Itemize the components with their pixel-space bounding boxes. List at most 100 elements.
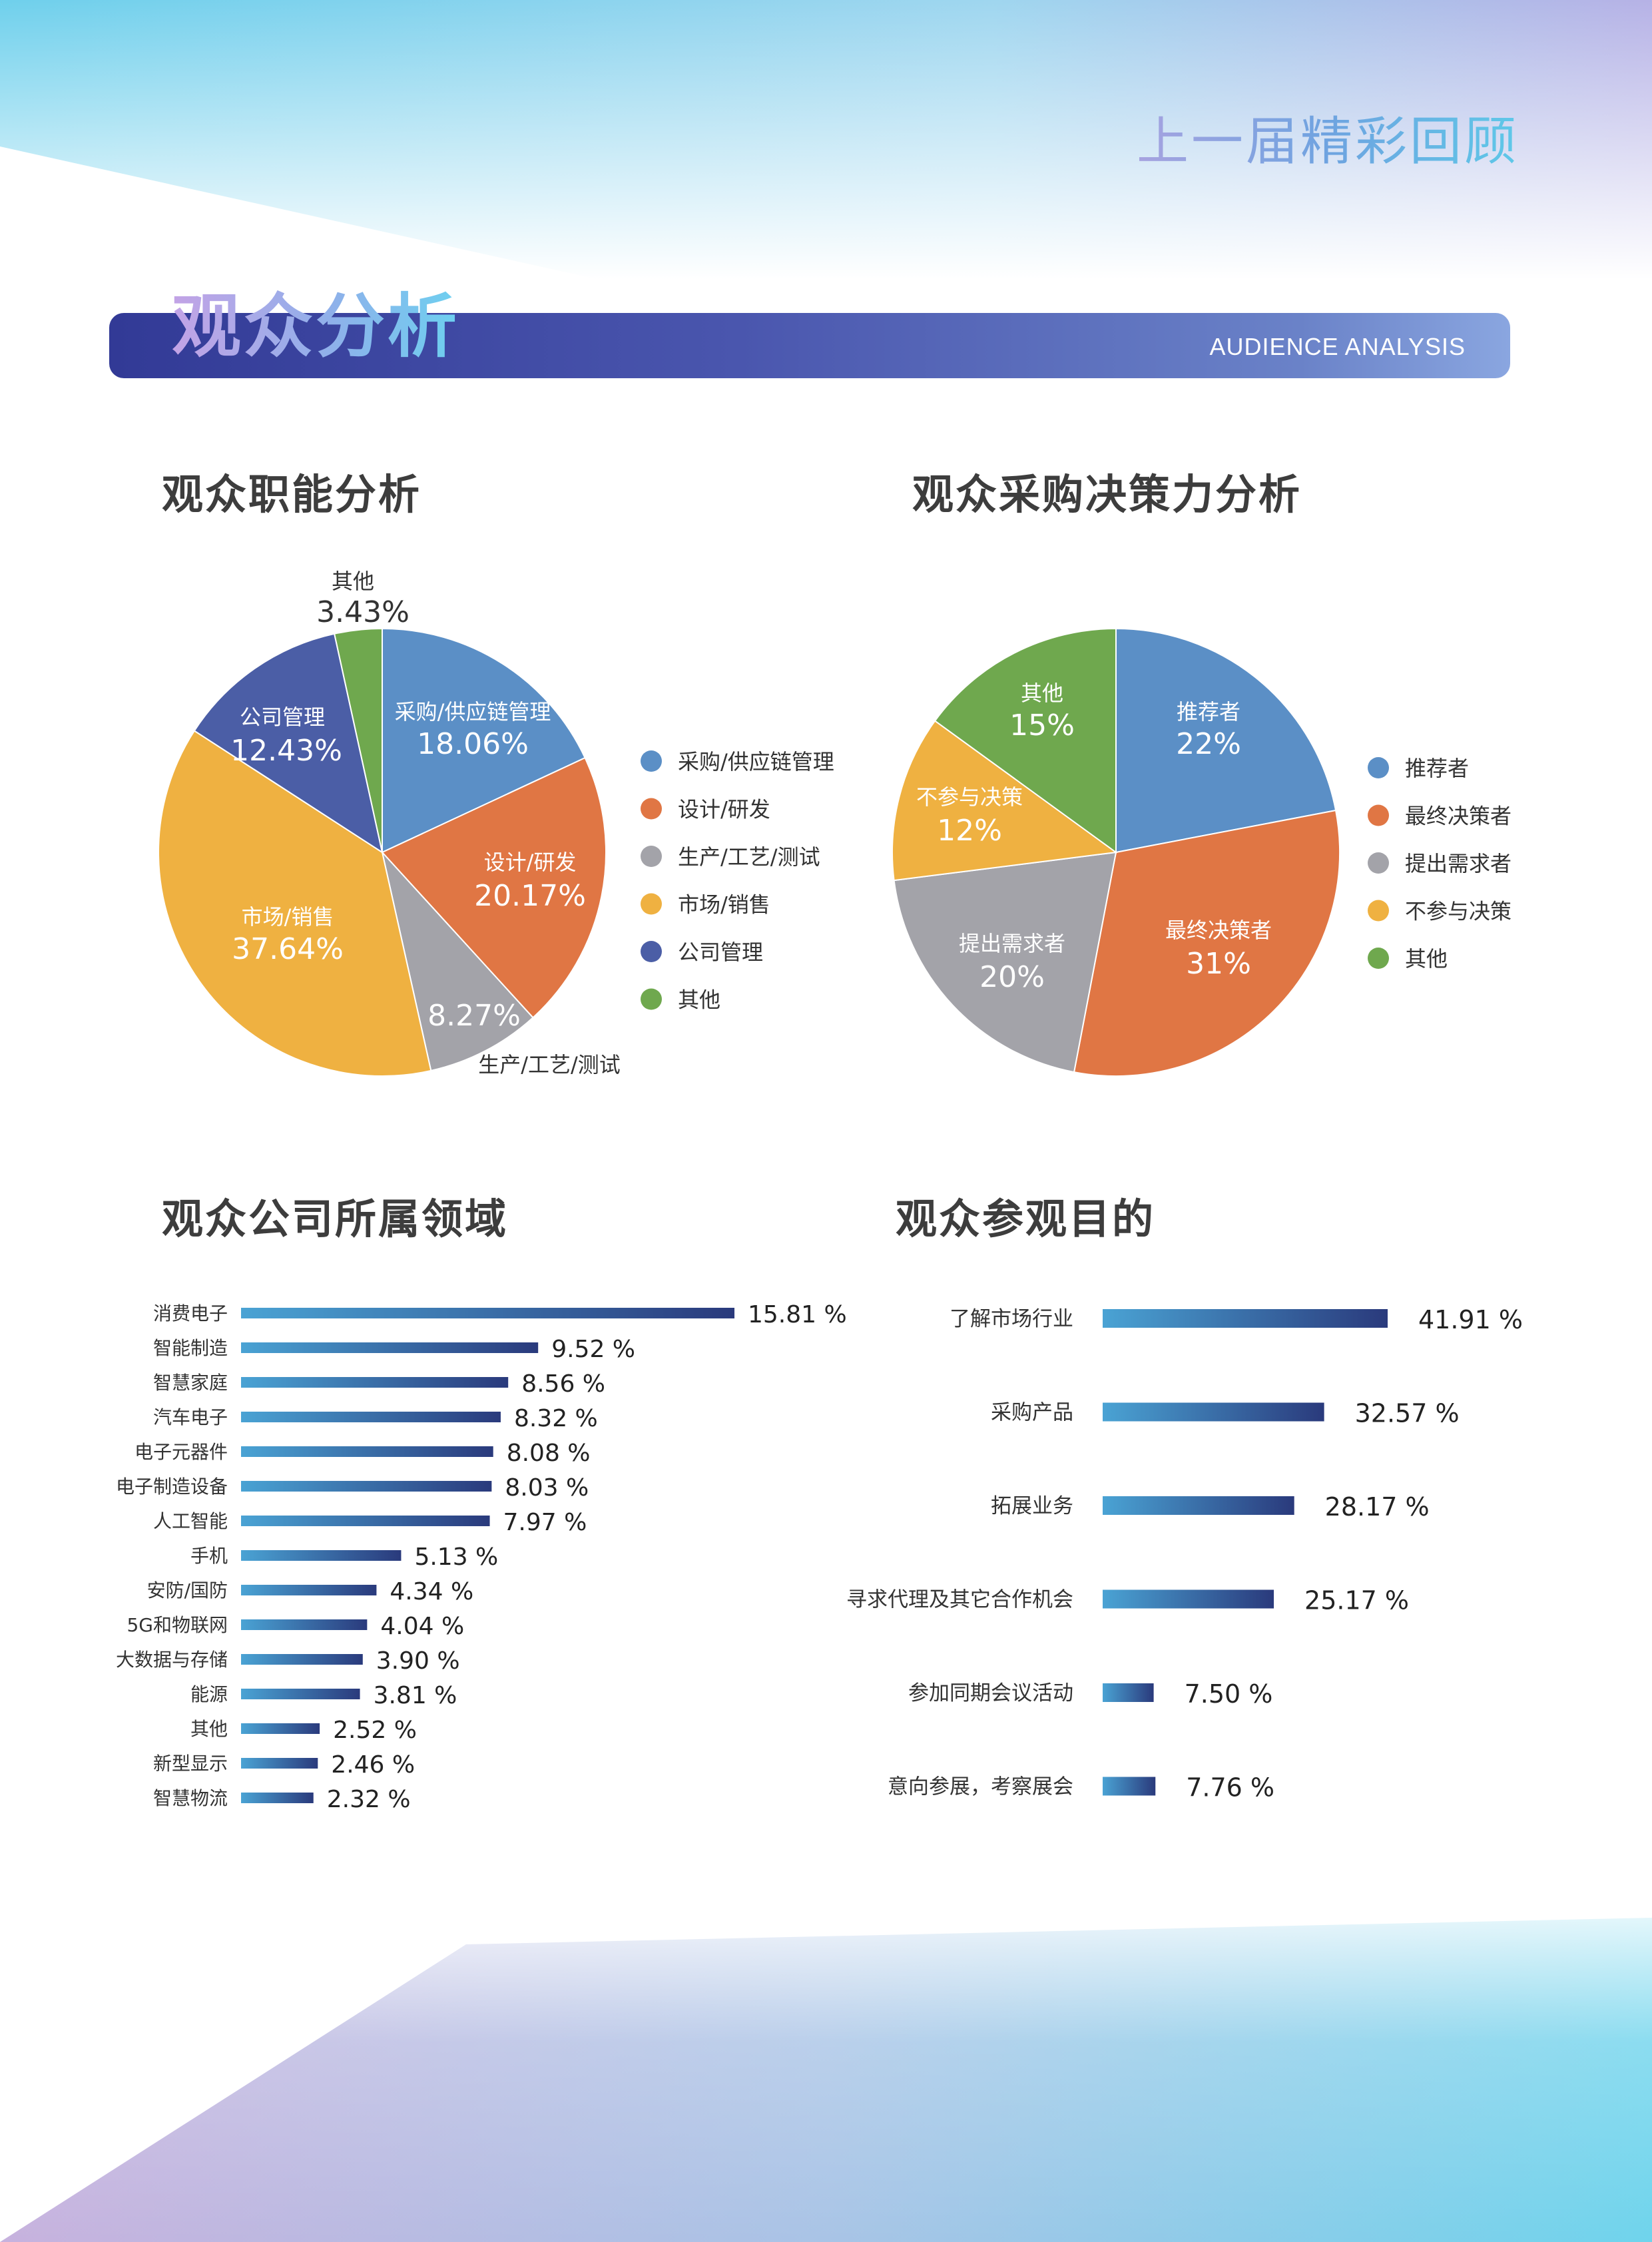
industry-category-13: 新型显示 [153,1753,228,1775]
function-pie-legend-label-2: 生产/工艺/测试 [678,844,820,870]
industry-bar-14 [241,1793,314,1803]
top-background [0,0,1652,280]
purpose-category-0: 了解市场行业 [950,1307,1073,1331]
function-chart-title: 观众职能分析 [162,470,422,519]
industry-bar-12 [241,1723,320,1734]
industry-value-2: 8.56 % [521,1370,605,1398]
industry-value-12: 2.52 % [333,1717,417,1744]
industry-bar-6 [241,1516,490,1526]
function-pie-legend-swatch-1 [641,798,662,820]
purpose-bar-5 [1103,1777,1156,1796]
industry-bar-11 [241,1689,360,1699]
industry-bar-3 [241,1412,501,1422]
industry-bar-1 [241,1342,539,1353]
industry-value-7: 5.13 % [414,1543,498,1571]
decision-pie-slice-2 [893,851,1117,1073]
industry-category-10: 大数据与存储 [116,1649,228,1671]
decision-pie-slice-1 [1073,809,1340,1077]
function-pie-slice-value-3: 37.64% [232,932,344,966]
purpose-bar-0 [1103,1309,1388,1328]
purpose-value-5: 7.76 % [1186,1773,1274,1803]
decision-chart-title: 观众采购决策力分析 [912,470,1302,519]
decision-pie-slice-value-3: 12% [937,814,1002,848]
industry-category-6: 人工智能 [153,1510,228,1532]
function-pie-slice-2 [381,850,534,1072]
industry-category-7: 手机 [190,1545,228,1567]
purpose-category-3: 寻求代理及其它合作机会 [846,1588,1073,1612]
purpose-value-1: 32.57 % [1355,1399,1460,1428]
function-pie-slice-label-2: 生产/工艺/测试 [478,1052,621,1077]
industry-value-13: 2.46 % [331,1751,415,1779]
purpose-bar-3 [1103,1589,1274,1609]
industry-category-5: 电子制造设备 [116,1476,228,1498]
industry-value-14: 2.32 % [327,1786,411,1813]
industry-category-11: 能源 [190,1683,228,1705]
industry-bar-10 [241,1654,363,1665]
function-pie-legend-swatch-4 [641,941,662,962]
function-pie-legend-label-0: 采购/供应链管理 [678,749,834,774]
function-pie-slice-label-3: 市场/销售 [242,904,334,930]
industry-bar-5 [241,1481,492,1492]
industry-category-1: 智能制造 [153,1337,228,1359]
banner-subtitle: AUDIENCE ANALYSIS [1209,333,1466,360]
decision-pie-slice-label-0: 推荐者 [1177,699,1240,724]
function-pie-slice-value-0: 18.06% [417,727,529,761]
banner-title: 观众分析 [172,270,459,370]
industry-category-8: 安防/国防 [147,1579,228,1601]
industry-category-14: 智慧物流 [153,1787,228,1809]
function-pie-slice-label-4: 公司管理 [240,704,325,730]
purpose-bar-2 [1103,1496,1294,1515]
decision-pie-legend-label-1: 最终决策者 [1405,804,1512,829]
industry-category-0: 消费电子 [153,1302,228,1324]
function-pie-slice-value-2: 8.27% [427,999,521,1033]
decision-pie-slice-4 [934,627,1117,854]
industry-bar-0 [241,1308,734,1318]
industry-category-2: 智慧家庭 [153,1372,228,1394]
purpose-chart-title: 观众参观目的 [896,1195,1156,1243]
industry-chart-title: 观众公司所属领域 [162,1195,509,1243]
industry-value-6: 7.97 % [503,1509,587,1536]
decision-pie-legend-label-0: 推荐者 [1405,756,1469,781]
decision-pie-slice-value-1: 31% [1186,947,1251,981]
industry-bar-8 [241,1585,377,1595]
decision-pie-slice-label-4: 其他 [1021,681,1063,706]
industry-bar-2 [241,1377,509,1388]
decision-pie-slice-value-2: 20% [979,960,1045,994]
industry-category-12: 其他 [190,1718,228,1740]
industry-value-9: 4.04 % [380,1613,464,1640]
industry-bar-9 [241,1619,368,1630]
industry-value-4: 8.08 % [507,1440,591,1467]
function-pie-slice-0 [382,627,586,854]
header-title: 上一届精彩回顾 [1137,100,1519,174]
industry-value-1: 9.52 % [551,1336,635,1363]
function-pie-slice-value-5: 3.43% [316,595,410,629]
industry-value-0: 15.81 % [748,1301,847,1328]
industry-bar-13 [241,1758,318,1769]
purpose-category-1: 采购产品 [991,1401,1073,1425]
industry-value-11: 3.81 % [374,1682,457,1709]
purpose-value-0: 41.91 % [1418,1305,1523,1334]
decision-pie-slice-label-3: 不参与决策 [916,784,1023,810]
industry-value-3: 8.32 % [514,1405,598,1432]
industry-value-10: 3.90 % [376,1647,460,1675]
purpose-category-4: 参加同期会议活动 [908,1681,1073,1705]
decision-pie-legend-swatch-0 [1368,757,1389,778]
function-pie-legend-swatch-3 [641,893,662,915]
industry-bar-7 [241,1550,402,1561]
decision-pie-slice-label-1: 最终决策者 [1165,918,1272,943]
function-pie-slice-label-5: 其他 [332,569,374,594]
purpose-category-5: 意向参展，考察展会 [888,1775,1073,1799]
function-pie-slice-label-1: 设计/研发 [484,850,577,875]
decision-pie-slice-value-4: 15% [1009,708,1075,742]
function-pie-legend-swatch-0 [641,750,662,772]
function-pie-legend-label-1: 设计/研发 [678,797,770,822]
function-pie-slice-value-4: 12.43% [230,734,342,768]
decision-pie-legend-swatch-3 [1368,900,1389,922]
decision-pie-slice-3 [892,720,1118,882]
decision-pie-slice-label-2: 提出需求者 [959,931,1065,956]
industry-category-9: 5G和物联网 [127,1614,228,1636]
function-pie-slice-4 [193,633,384,854]
industry-category-3: 汽车电子 [153,1406,228,1428]
function-pie-legend-label-3: 市场/销售 [678,892,770,918]
